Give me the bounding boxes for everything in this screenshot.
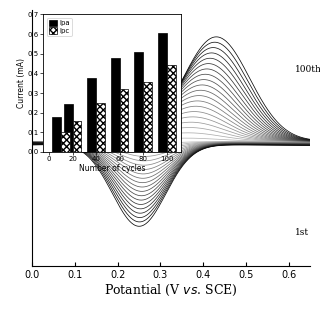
Bar	[96, 103, 105, 152]
Bar	[134, 52, 143, 152]
Bar	[64, 104, 73, 152]
X-axis label: Number of cycles: Number of cycles	[79, 164, 145, 172]
Bar	[111, 58, 120, 152]
Bar	[167, 65, 175, 152]
Legend: Ipa, Ipc: Ipa, Ipc	[47, 18, 72, 36]
Y-axis label: Current (mA): Current (mA)	[17, 58, 26, 108]
X-axis label: Potantial (V $\it{vs}$. SCE): Potantial (V $\it{vs}$. SCE)	[104, 283, 238, 298]
Bar	[87, 78, 96, 152]
Bar	[52, 116, 61, 152]
Bar	[143, 82, 152, 152]
Bar	[73, 121, 81, 152]
Bar	[120, 89, 128, 152]
Bar	[61, 132, 70, 152]
Text: 1st: 1st	[295, 228, 309, 237]
Bar	[158, 33, 167, 152]
Text: 100th: 100th	[295, 66, 320, 75]
